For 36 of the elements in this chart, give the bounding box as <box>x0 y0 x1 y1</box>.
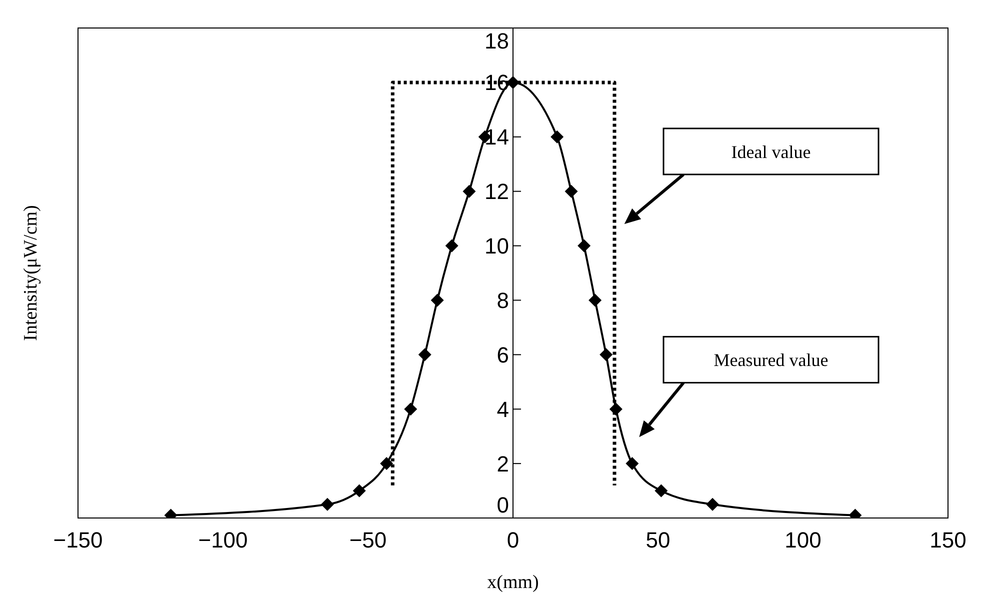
x-tick-label: 50 <box>646 528 670 553</box>
point <box>418 348 432 362</box>
x-axis-title: x(mm) <box>487 572 539 593</box>
point <box>352 484 366 498</box>
y-tick-label: 14 <box>484 124 509 150</box>
annotation: Measured value <box>714 350 828 370</box>
point <box>588 294 602 307</box>
x-tick-label: −150 <box>53 528 103 553</box>
x-tick-label: 100 <box>784 528 822 553</box>
x-tick-label: −100 <box>198 528 248 553</box>
y-tick-label: 8 <box>496 288 509 313</box>
point <box>404 402 418 416</box>
y-tick-label: 18 <box>484 28 509 54</box>
point <box>462 184 476 198</box>
annotation: Ideal value <box>731 142 811 162</box>
y-axis-title: Intensity(μW/cm) <box>20 205 42 341</box>
x-tick-label: 150 <box>930 528 966 553</box>
point <box>626 457 639 470</box>
point <box>564 184 578 198</box>
point <box>578 239 591 252</box>
point <box>600 348 613 362</box>
point <box>320 498 334 511</box>
y-tick-label: 0 <box>496 492 509 518</box>
y-tick-label: 10 <box>484 233 509 258</box>
y-tick-label: 6 <box>496 342 509 368</box>
y-tick-label: 4 <box>496 396 509 422</box>
x-tick-label: −50 <box>349 528 387 553</box>
point <box>609 402 622 416</box>
y-tick-label: 2 <box>496 451 509 476</box>
point <box>706 498 720 511</box>
point <box>445 239 458 252</box>
y-tick-label: 12 <box>484 179 509 204</box>
point <box>550 130 564 144</box>
point <box>430 294 444 307</box>
point <box>380 457 394 470</box>
point <box>654 484 668 498</box>
